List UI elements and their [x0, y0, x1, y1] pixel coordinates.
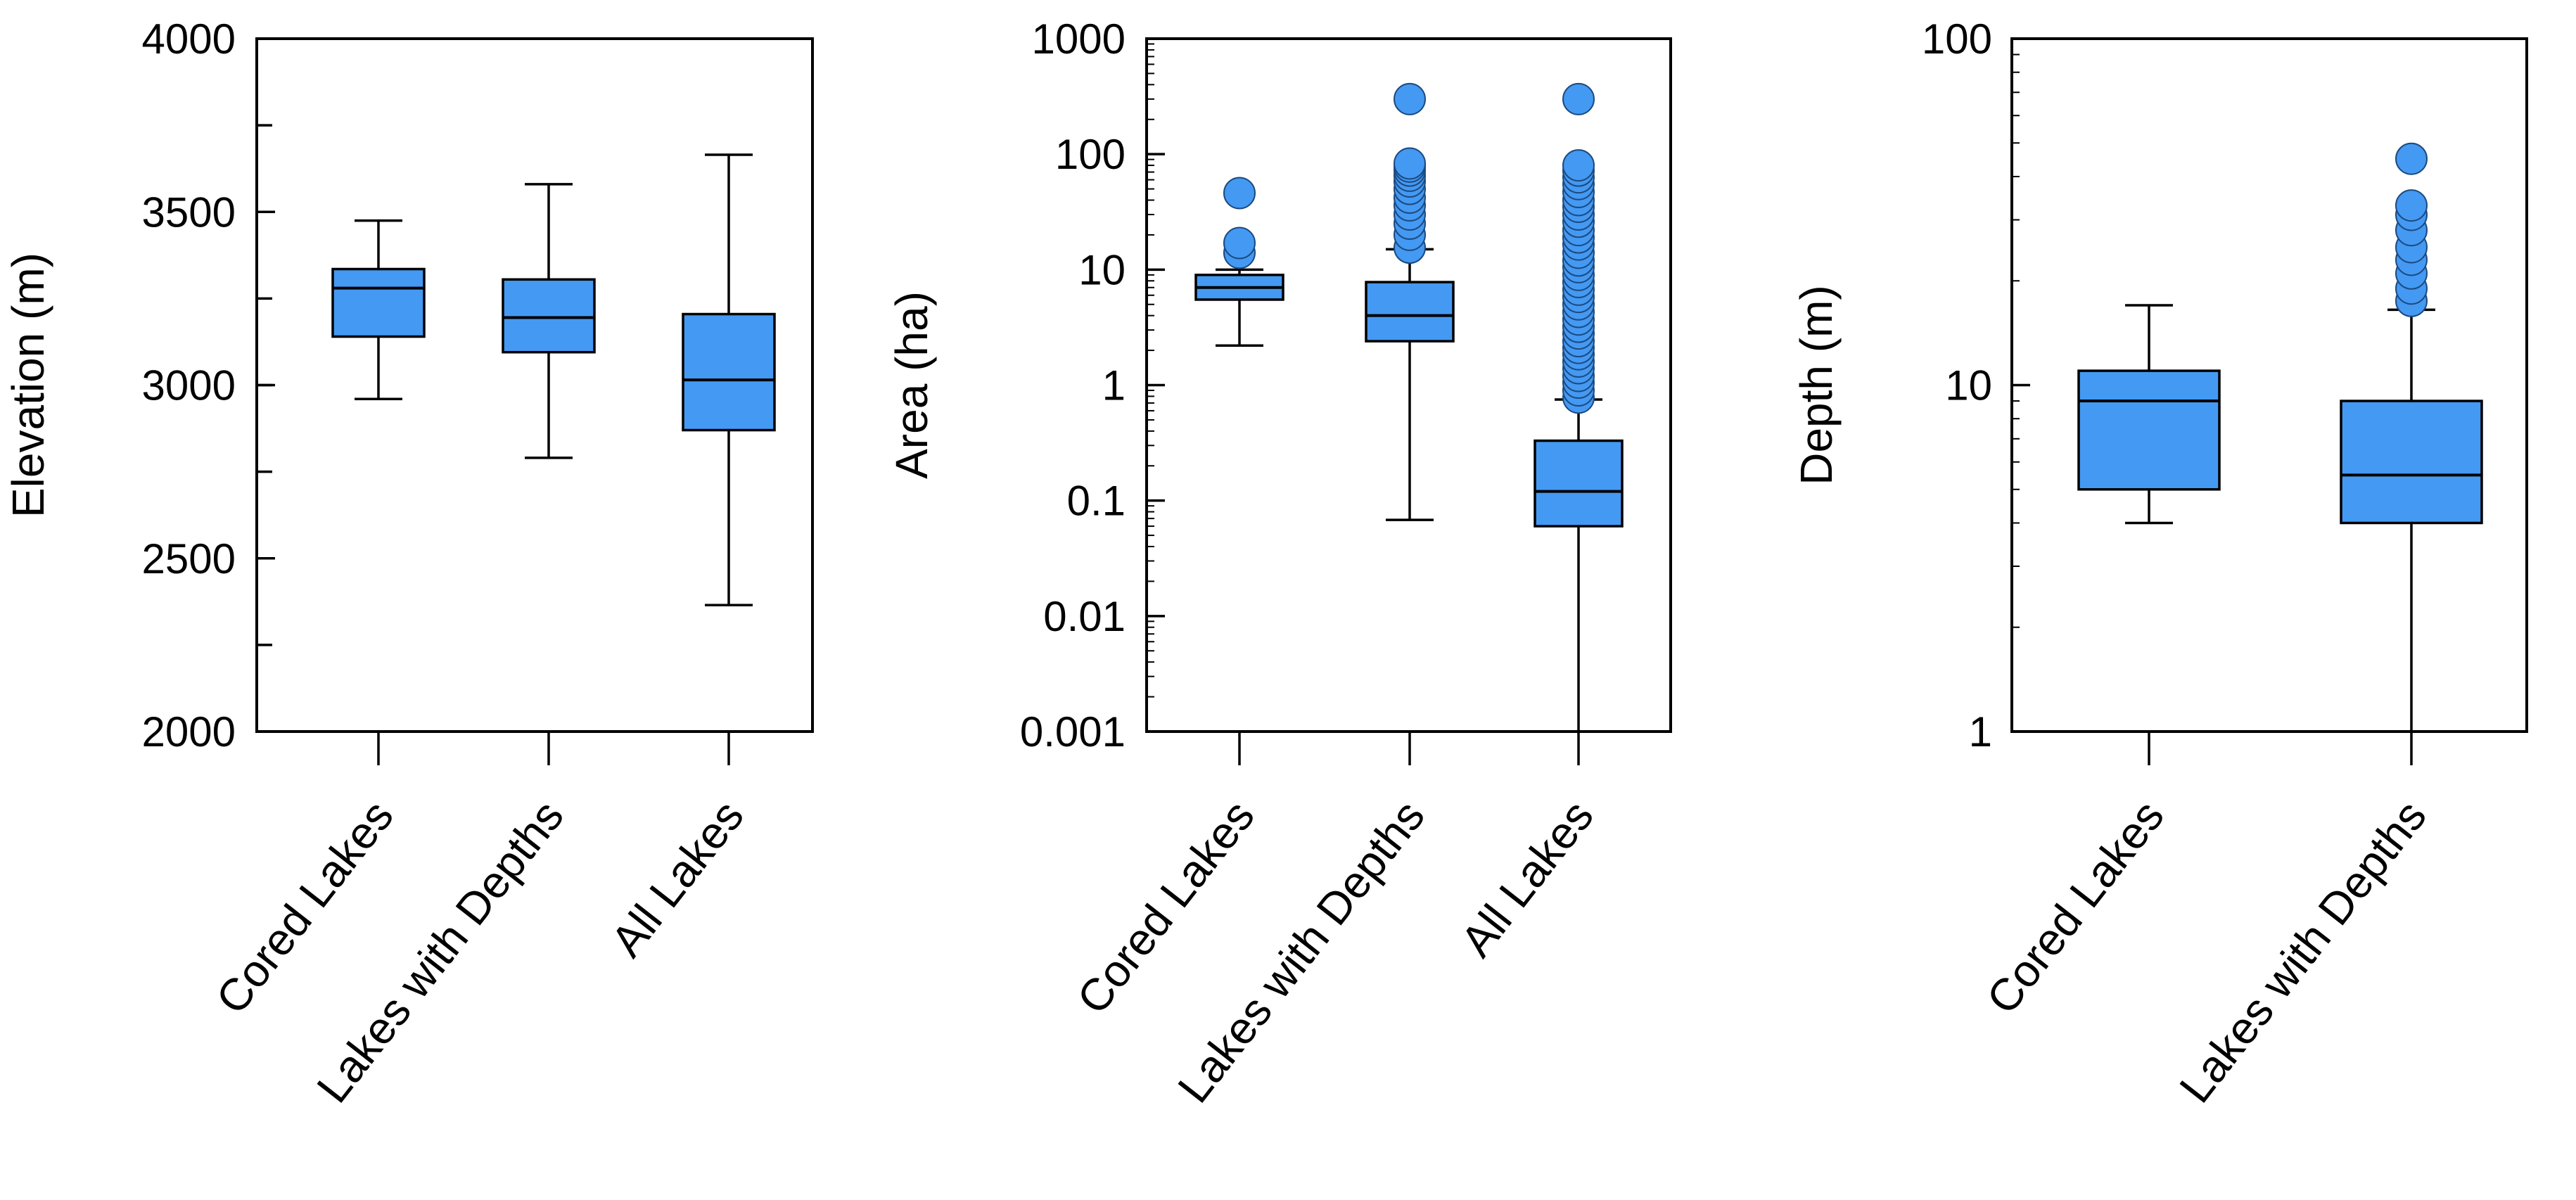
outlier-point — [1223, 226, 1256, 260]
category-label: All Lakes — [1450, 791, 1603, 966]
category-label: Cored Lakes — [1067, 791, 1264, 1023]
box-group: All Lakes — [1450, 82, 1624, 966]
outlier-point — [2395, 189, 2428, 222]
category-label: All Lakes — [601, 791, 753, 966]
y-tick-label: 0.001 — [1020, 708, 1126, 755]
outlier-point — [1562, 82, 1595, 115]
y-axis-label: Depth (m) — [1791, 285, 1842, 485]
y-tick-label: 10 — [1078, 246, 1126, 293]
box-group: All Lakes — [601, 153, 776, 966]
box-group: Lakes with Depths — [1168, 82, 1455, 1112]
outlier-point — [2395, 142, 2428, 175]
y-tick-label: 10 — [1945, 362, 1992, 409]
y-tick-label: 100 — [1055, 131, 1126, 178]
iqr-box — [682, 312, 776, 432]
y-tick-label: 4000 — [142, 15, 236, 63]
chart-panel-2: 0.001 0.01 0.1 1 10 100 1000 Area (ha) Cored Lak… — [886, 15, 1672, 1112]
y-axis-label: Area (ha) — [886, 291, 937, 479]
y-tick-label: 2000 — [142, 708, 236, 755]
outlier-point — [1223, 177, 1256, 210]
outlier-point — [1394, 82, 1426, 115]
y-tick-label: 2500 — [142, 535, 236, 582]
box-group: Cored Lakes — [206, 219, 426, 1023]
y-tick-label: 0.01 — [1043, 593, 1126, 640]
category-label: Cored Lakes — [206, 791, 403, 1023]
y-tick-label: 1 — [1969, 708, 1992, 755]
y-tick-label: 3000 — [142, 362, 236, 409]
iqr-box — [1534, 439, 1624, 528]
category-label: Cored Lakes — [1977, 791, 2174, 1023]
box-group: Lakes with Depths — [2169, 142, 2483, 1112]
y-axis-label: Elevation (m) — [3, 253, 53, 518]
iqr-box — [331, 267, 426, 338]
y-tick-label: 0.1 — [1067, 478, 1126, 525]
iqr-box — [2077, 369, 2221, 491]
category-label: Lakes with Depths — [2169, 791, 2436, 1111]
y-tick-label: 1000 — [1032, 15, 1126, 63]
iqr-box — [2340, 400, 2483, 525]
outlier-point — [1394, 147, 1426, 180]
iqr-box — [502, 278, 596, 354]
y-tick-label: 1 — [1102, 362, 1126, 409]
chart-panel-1: 2000 2500 3000 3500 4000 Elevation (m) Cored L… — [3, 15, 814, 1112]
y-tick-label: 100 — [1922, 15, 1992, 63]
outlier-point — [1562, 149, 1595, 182]
y-tick-label: 3500 — [142, 189, 236, 236]
iqr-box — [1365, 281, 1455, 343]
